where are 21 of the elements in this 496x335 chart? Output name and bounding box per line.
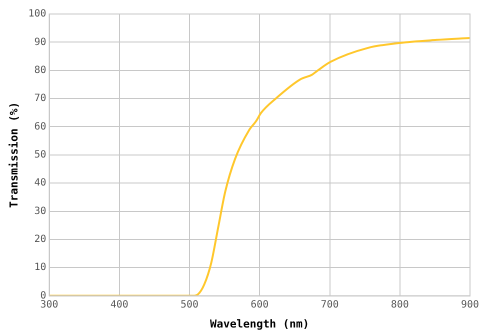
x-tick-label: 800 — [390, 299, 409, 310]
y-tick-label: 10 — [34, 262, 46, 274]
x-tick-label: 700 — [320, 299, 339, 310]
y-tick-label: 90 — [34, 36, 46, 48]
y-tick-label: 70 — [34, 93, 46, 104]
y-tick-label: 100 — [28, 8, 46, 20]
x-tick-label: 600 — [250, 299, 269, 310]
line-series — [49, 36, 470, 296]
y-tick-label: 80 — [34, 64, 46, 76]
y-tick-label: 50 — [34, 149, 46, 160]
y-tick-label: 0 — [40, 290, 46, 302]
y-tick-label: 20 — [34, 234, 46, 246]
x-tick-label: 300 — [40, 299, 58, 310]
x-tick-label: 400 — [110, 299, 128, 310]
y-tick-label: 40 — [34, 178, 46, 189]
y-tick-label: 60 — [34, 121, 46, 132]
y-axis-title: Transmission (%) — [7, 102, 20, 208]
y-tick-label: 30 — [34, 206, 46, 217]
x-tick-label: 900 — [460, 299, 480, 310]
x-tick-label: 500 — [180, 299, 199, 310]
x-axis-title: Wavelength (nm) — [210, 317, 310, 330]
